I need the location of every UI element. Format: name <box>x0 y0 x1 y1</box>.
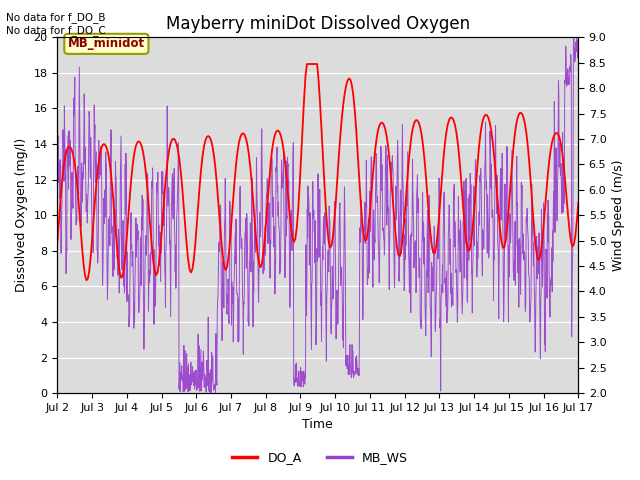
X-axis label: Time: Time <box>303 419 333 432</box>
Legend: DO_A, MB_WS: DO_A, MB_WS <box>227 446 413 469</box>
Y-axis label: Wind Speed (m/s): Wind Speed (m/s) <box>612 159 625 271</box>
Text: No data for f_DO_B: No data for f_DO_B <box>6 12 106 23</box>
Text: No data for f_DO_C: No data for f_DO_C <box>6 25 106 36</box>
Y-axis label: Dissolved Oxygen (mg/l): Dissolved Oxygen (mg/l) <box>15 138 28 292</box>
Title: Mayberry miniDot Dissolved Oxygen: Mayberry miniDot Dissolved Oxygen <box>166 15 470 33</box>
Text: MB_minidot: MB_minidot <box>68 37 145 50</box>
